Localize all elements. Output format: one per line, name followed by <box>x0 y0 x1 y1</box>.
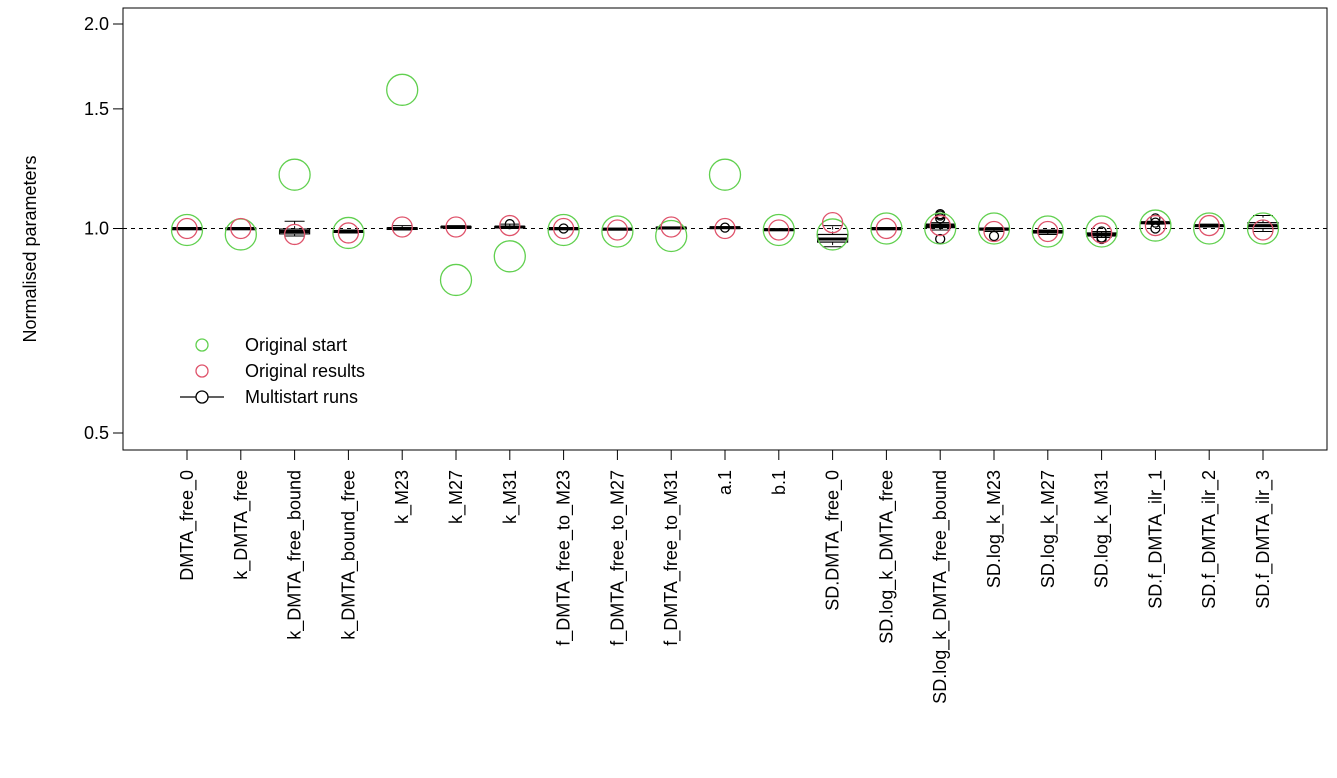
original-start-point <box>1085 215 1118 248</box>
original-start-point <box>493 240 526 273</box>
original-start-point <box>1246 212 1280 245</box>
x-tick-label: SD.log_k_DMTA_free_bound <box>930 470 951 704</box>
original-results-point <box>1037 220 1059 243</box>
original-start-point <box>224 218 257 251</box>
outlier-point <box>1150 223 1161 234</box>
legend-circle-symbol <box>195 390 209 404</box>
original-results-point <box>660 216 682 238</box>
legend-label: Original start <box>245 335 347 355</box>
original-results-point <box>552 217 575 240</box>
original-results-point <box>391 216 413 238</box>
legend-label: Original results <box>245 361 365 381</box>
outlier-point <box>504 218 515 230</box>
x-tick-label: SD.log_k_M23 <box>984 470 1005 588</box>
original-results-point <box>176 217 198 240</box>
original-results-point <box>983 220 1005 243</box>
x-tick-label: SD.log_k_M27 <box>1038 470 1059 588</box>
x-tick-label: k_M23 <box>392 470 413 524</box>
original-results-point <box>230 217 252 240</box>
original-start-point <box>439 263 473 297</box>
x-tick-label: SD.DMTA_free_0 <box>823 470 844 611</box>
original-start-point <box>1139 209 1172 242</box>
original-start-point <box>386 73 419 106</box>
original-results-point <box>606 219 629 241</box>
x-tick-label: f_DMTA_free_to_M27 <box>607 470 628 646</box>
y-axis-title: Normalised parameters <box>20 155 40 342</box>
x-tick-label: k_M31 <box>500 470 521 524</box>
legend-circle-symbol <box>195 338 209 352</box>
x-tick-label: SD.f_DMTA_ilr_3 <box>1253 470 1274 609</box>
legend-entry: Multistart runs <box>180 387 358 407</box>
original-results-points <box>176 212 1274 246</box>
box-SD.f_DMTA_ilr_1 <box>1139 213 1172 234</box>
y-tick-label: 1.5 <box>84 99 109 119</box>
x-tick-label: SD.f_DMTA_ilr_1 <box>1145 470 1166 609</box>
legend: Original start Original results Multistart… <box>180 335 365 407</box>
original-results-point <box>768 219 790 241</box>
original-results-point <box>499 214 521 237</box>
legend-label: Multistart runs <box>245 387 358 407</box>
original-results-point <box>821 212 844 234</box>
original-start-point <box>278 158 311 191</box>
original-start-point <box>977 212 1011 245</box>
original-results-point <box>1090 222 1113 244</box>
outlier-point <box>558 223 569 234</box>
y-tick-label: 2.0 <box>84 14 109 34</box>
x-tick-label: k_DMTA_free <box>231 470 252 580</box>
x-tick-label: SD.f_DMTA_ilr_2 <box>1199 470 1220 609</box>
x-tick-label: f_DMTA_free_to_M31 <box>661 470 682 646</box>
y-axis: 0.5 1.0 1.5 2.0 <box>84 14 124 443</box>
x-tick-label: SD.log_k_DMTA_free <box>876 470 897 644</box>
original-start-point <box>601 215 634 248</box>
multistart-boxes <box>171 208 1279 248</box>
outlier-point <box>988 230 1000 242</box>
original-start-point <box>924 212 957 245</box>
x-tick-label: a.1 <box>715 470 735 495</box>
x-tick-label: SD.log_k_M31 <box>1092 470 1113 588</box>
y-tick-label: 0.5 <box>84 423 109 443</box>
x-axis: DMTA_free_0 k_DMTA_free k_DMTA_free_bound k… <box>177 449 1274 704</box>
x-tick-label: k_DMTA_bound_free <box>338 470 359 640</box>
original-start-points <box>170 73 1280 297</box>
box-SD.log_k_M23 <box>978 227 1010 242</box>
outlier-point <box>1096 232 1107 243</box>
original-start-point <box>870 212 903 245</box>
outlier-point <box>1150 213 1161 224</box>
legend-entry: Original results <box>195 361 365 381</box>
x-tick-label: b.1 <box>769 470 789 495</box>
original-start-point <box>655 219 688 253</box>
original-start-point <box>816 218 849 251</box>
x-tick-label: k_DMTA_free_bound <box>285 470 306 640</box>
original-start-point <box>1193 212 1226 245</box>
y-tick-label: 1.0 <box>84 219 109 239</box>
original-results-point <box>1144 214 1167 237</box>
box-SD.log_k_M31 <box>1085 226 1118 245</box>
original-results-point <box>445 216 467 238</box>
outlier-point <box>1096 226 1107 237</box>
original-results-point <box>1252 219 1274 241</box>
original-start-point <box>332 216 365 250</box>
original-results-point <box>714 217 736 240</box>
legend-entry: Original start <box>195 335 347 355</box>
original-results-point <box>283 223 306 246</box>
original-results-point <box>337 222 360 244</box>
outlier-point <box>935 213 946 224</box>
original-start-point <box>170 213 204 247</box>
x-tick-label: f_DMTA_free_to_M23 <box>554 470 575 646</box>
outlier-point <box>719 222 731 233</box>
original-results-point <box>1198 214 1220 237</box>
x-tick-label: k_M27 <box>446 470 467 524</box>
plot-frame <box>122 7 1328 451</box>
original-start-point <box>547 213 580 247</box>
original-start-point <box>762 213 795 247</box>
outlier-point <box>1150 217 1161 228</box>
original-results-point <box>929 214 951 237</box>
original-results-point <box>875 217 898 240</box>
x-tick-label: DMTA_free_0 <box>177 470 198 581</box>
original-start-point <box>1031 215 1064 248</box>
legend-circle-symbol <box>195 364 209 378</box>
original-start-point <box>708 158 742 191</box>
